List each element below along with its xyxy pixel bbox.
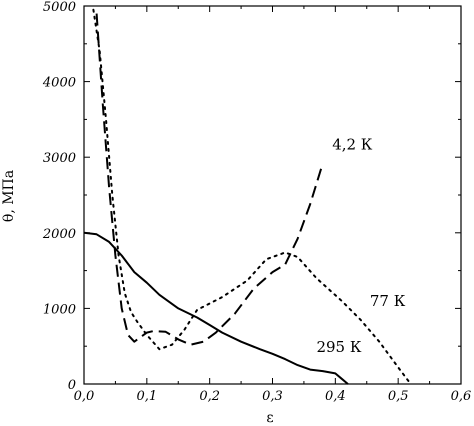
x-tick-label: 0,3 [262,389,283,404]
x-tick-label: 0,5 [388,389,409,404]
x-tick-label: 0,2 [199,389,220,404]
y-tick-label: 4000 [42,76,76,91]
y-tick-label: 3000 [43,151,76,166]
series-label: 4,2 К [332,136,373,154]
annotation-layer: 4,2 К 77 К 295 К [316,136,405,357]
y-tick-label: 2000 [42,227,76,242]
x-tick-label: 0,4 [325,389,346,404]
series-line-0 [83,231,349,385]
x-tick-label: 0,1 [136,389,157,404]
tick-labels: 0,0 0,1 0,2 0,3 0,4 0,5 0,6 0 1000 2000 3000 4000 50… [42,0,471,404]
x-axis-title: ε [266,410,273,426]
y-tick-label: 5000 [43,0,76,15]
y-tick-label: 1000 [43,302,76,317]
x-tick-label: 0,0 [74,389,95,404]
axis-ticks [83,5,462,385]
series-line-2 [92,8,412,385]
series-line-1 [95,13,324,346]
y-axis-title: θ, МПа [1,170,17,222]
series-label: 295 К [316,338,361,356]
x-tick-label: 0,6 [451,389,472,404]
series-label: 77 К [370,292,406,310]
y-tick-label: 0 [68,378,76,393]
series-layer [83,8,412,385]
